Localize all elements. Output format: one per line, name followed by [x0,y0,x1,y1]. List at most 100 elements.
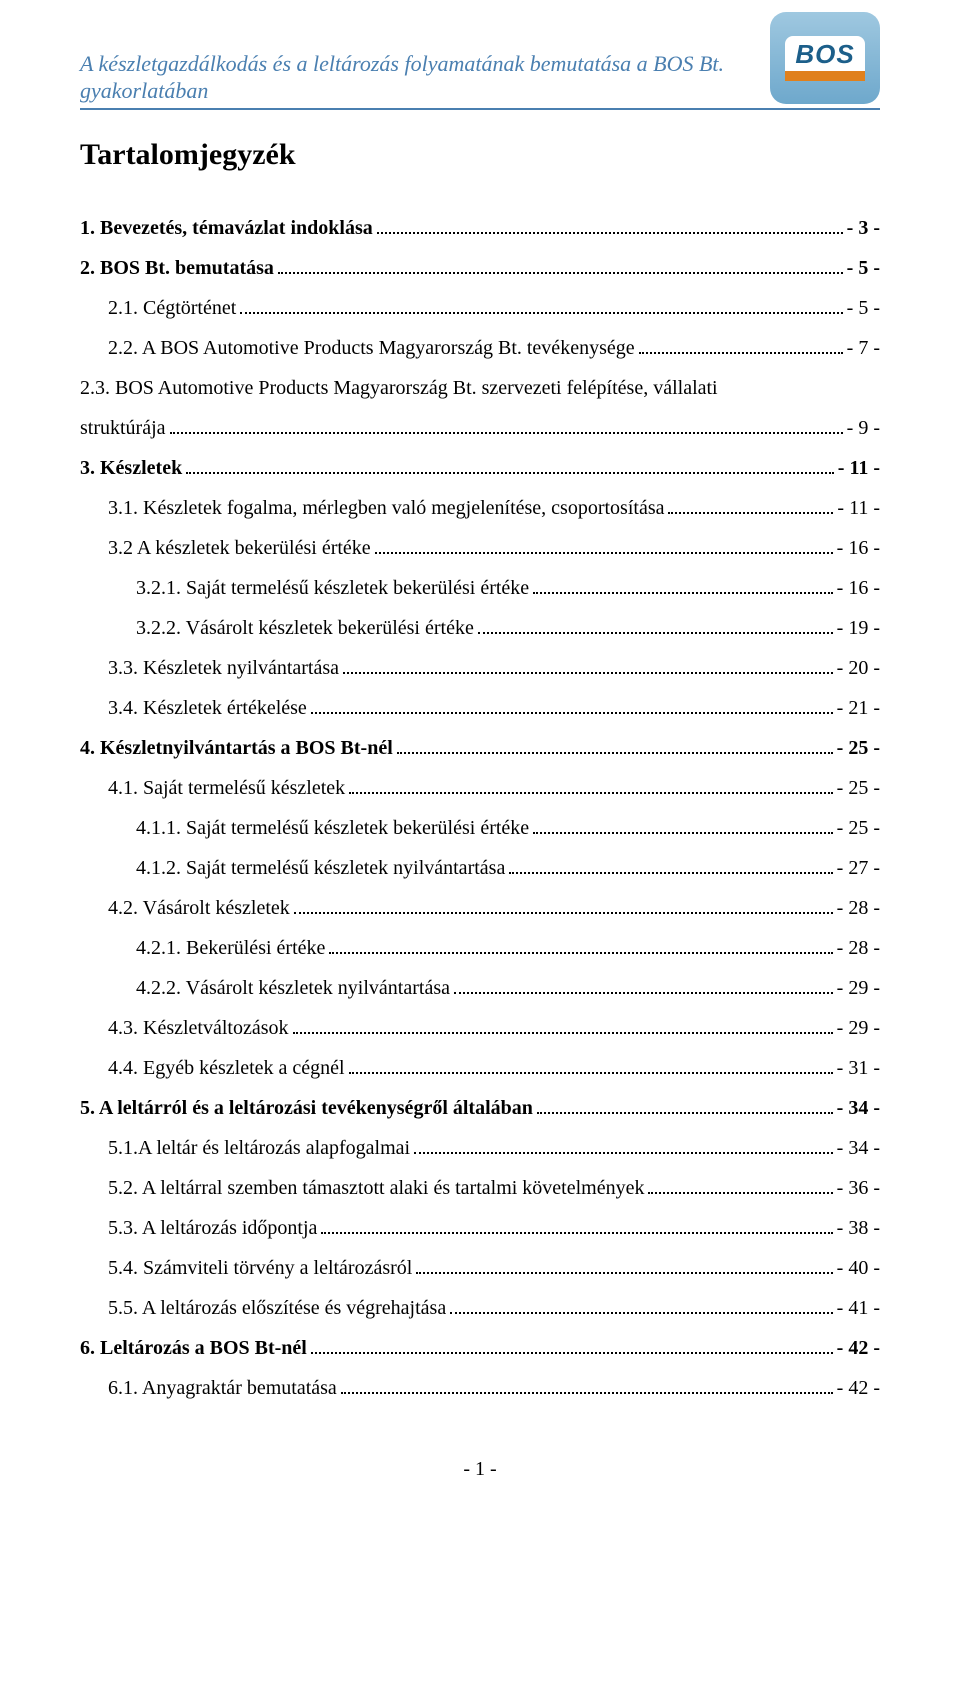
toc-entry-page: - 5 - [847,288,880,328]
toc-dots [294,912,833,914]
toc-dots [414,1152,833,1154]
toc-dots [533,592,832,594]
toc-entry-page: - 28 - [837,928,880,968]
toc-entry: 4.1.1. Saját termelésű készletek bekerül… [80,808,880,848]
toc-entry-label: 3.2 A készletek bekerülési értéke [108,528,371,568]
page-number: - 1 - [80,1458,880,1481]
toc-entry-label: 4.2. Vásárolt készletek [108,888,290,928]
toc-dots [537,1112,833,1114]
toc-entry: 4.2.1. Bekerülési értéke - 28 - [80,928,880,968]
toc-entry-label: struktúrája [80,408,166,448]
toc-entry-page: - 20 - [837,648,880,688]
toc-entry-label: 4.3. Készletváltozások [108,1008,289,1048]
toc-dots [278,272,843,274]
toc-title: Tartalomjegyzék [80,138,880,172]
toc-entry: 4.1. Saját termelésű készletek - 25 - [80,768,880,808]
toc-entry-page: - 25 - [837,728,880,768]
page-container: A készletgazdálkodás és a leltározás fol… [0,0,960,1521]
toc-body: 1. Bevezetés, témavázlat indoklása - 3 -… [80,208,880,1408]
toc-entry: 4.2. Vásárolt készletek - 28 - [80,888,880,928]
toc-dots [450,1312,832,1314]
toc-entry: 4.1.2. Saját termelésű készletek nyilván… [80,848,880,888]
toc-dots [509,872,832,874]
toc-entry-label: 2.1. Cégtörténet [108,288,236,328]
toc-entry: 4.4. Egyéb készletek a cégnél - 31 - [80,1048,880,1088]
toc-entry-page: - 25 - [837,808,880,848]
toc-entry: 1. Bevezetés, témavázlat indoklása - 3 - [80,208,880,248]
toc-entry-label: 2. BOS Bt. bemutatása [80,248,274,288]
toc-entry: 5.5. A leltározás előszítése és végrehaj… [80,1288,880,1328]
toc-entry-label: 5.4. Számviteli törvény a leltározásról [108,1248,412,1288]
toc-entry: 2.2. A BOS Automotive Products Magyarors… [80,328,880,368]
toc-entry-page: - 42 - [837,1368,880,1408]
toc-entry-label: 4.1.2. Saját termelésű készletek nyilván… [136,848,505,888]
toc-entry-label: 5.2. A leltárral szemben támasztott alak… [108,1168,644,1208]
toc-entry: 2.1. Cégtörténet - 5 - [80,288,880,328]
toc-dots [349,1072,833,1074]
toc-entry: 4.2.2. Vásárolt készletek nyilvántartása… [80,968,880,1008]
toc-dots [397,752,833,754]
toc-entry-page: - 27 - [837,848,880,888]
toc-dots [240,312,842,314]
document-header-title: A készletgazdálkodás és a leltározás fol… [80,51,758,104]
toc-entry: 6. Leltározás a BOS Bt-nél - 42 - [80,1328,880,1368]
toc-dots [321,1232,832,1234]
toc-entry: 3. Készletek - 11 - [80,448,880,488]
toc-entry-page: - 38 - [837,1208,880,1248]
toc-entry: 5.2. A leltárral szemben támasztott alak… [80,1168,880,1208]
toc-entry-page: - 29 - [837,1008,880,1048]
toc-dots [293,1032,833,1034]
toc-dots [186,472,834,474]
toc-entry-page: - 25 - [837,768,880,808]
toc-entry: 3.1. Készletek fogalma, mérlegben való m… [80,488,880,528]
bos-logo: BOS [770,12,880,104]
toc-entry-label: 3.4. Készletek értékelése [108,688,307,728]
toc-entry-page: - 41 - [837,1288,880,1328]
toc-entry-line1: 2.3. BOS Automotive Products Magyarorszá… [80,368,880,408]
toc-entry: 3.4. Készletek értékelése - 21 - [80,688,880,728]
toc-entry-label: 2.2. A BOS Automotive Products Magyarors… [108,328,635,368]
toc-entry-page: - 11 - [838,448,880,488]
toc-entry-page: - 34 - [837,1128,880,1168]
toc-entry: 6.1. Anyagraktár bemutatása - 42 - [80,1368,880,1408]
toc-entry-label: 3.2.1. Saját termelésű készletek bekerül… [136,568,529,608]
toc-dots [533,832,832,834]
toc-entry-label: 3.3. Készletek nyilvántartása [108,648,339,688]
toc-entry-label: 4.4. Egyéb készletek a cégnél [108,1048,345,1088]
toc-entry-label: 3.2.2. Vásárolt készletek bekerülési ért… [136,608,474,648]
toc-dots [416,1272,832,1274]
toc-entry-page: - 16 - [837,568,880,608]
toc-entry: 3.2 A készletek bekerülési értéke - 16 - [80,528,880,568]
toc-entry-page: - 28 - [837,888,880,928]
toc-dots [377,232,843,234]
toc-entry: 5.4. Számviteli törvény a leltározásról … [80,1248,880,1288]
toc-entry-page: - 31 - [837,1048,880,1088]
toc-entry-page: - 19 - [837,608,880,648]
toc-entry: 5.3. A leltározás időpontja - 38 - [80,1208,880,1248]
toc-entry: struktúrája - 9 - [80,408,880,448]
toc-entry-label: 3. Készletek [80,448,182,488]
toc-entry-page: - 3 - [847,208,880,248]
header-rule [80,108,880,110]
toc-entry-page: - 42 - [837,1328,880,1368]
toc-entry-label: 6.1. Anyagraktár bemutatása [108,1368,337,1408]
toc-entry-label: 4. Készletnyilvántartás a BOS Bt-nél [80,728,393,768]
toc-entry-page: - 16 - [837,528,880,568]
toc-dots [648,1192,832,1194]
toc-dots [349,792,833,794]
toc-entry-label: 5.5. A leltározás előszítése és végrehaj… [108,1288,446,1328]
toc-entry: 3.2.1. Saját termelésű készletek bekerül… [80,568,880,608]
toc-dots [170,432,843,434]
toc-entry-page: - 7 - [847,328,880,368]
toc-entry-page: - 11 - [837,488,880,528]
header-row: A készletgazdálkodás és a leltározás fol… [80,20,880,104]
toc-entry-label: 5. A leltárról és a leltározási tevékeny… [80,1088,533,1128]
toc-entry: 4. Készletnyilvántartás a BOS Bt-nél - 2… [80,728,880,768]
toc-entry-label: 4.1. Saját termelésű készletek [108,768,345,808]
toc-entry: 4.3. Készletváltozások - 29 - [80,1008,880,1048]
toc-dots [343,672,833,674]
toc-entry-page: - 9 - [847,408,880,448]
toc-entry-page: - 34 - [837,1088,880,1128]
toc-entry: 5.1.A leltár és leltározás alapfogalmai … [80,1128,880,1168]
toc-entry-label: 1. Bevezetés, témavázlat indoklása [80,208,373,248]
